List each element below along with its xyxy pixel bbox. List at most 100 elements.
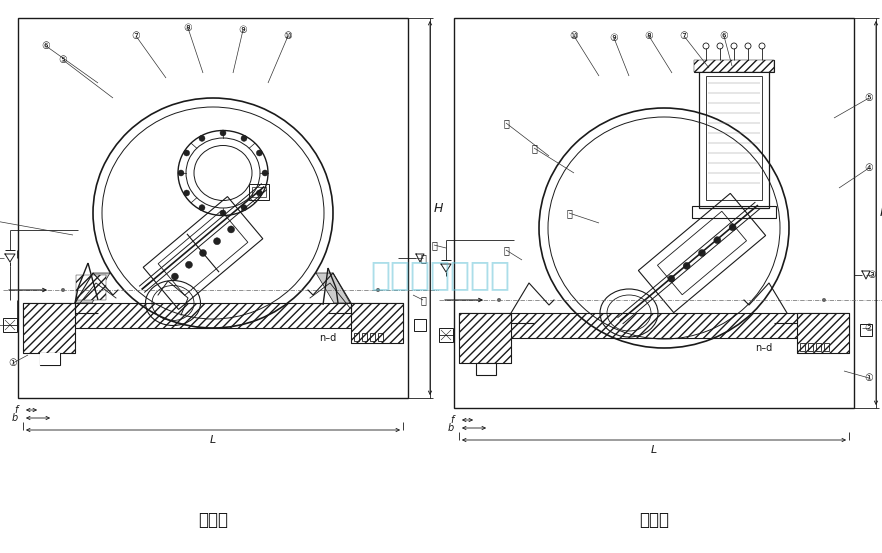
Text: ⑩: ⑩ — [570, 31, 579, 41]
Text: 隔膜型: 隔膜型 — [198, 511, 228, 529]
Bar — [250, 184, 269, 200]
Bar — [459, 313, 511, 363]
Circle shape — [262, 170, 268, 176]
Bar — [454, 18, 854, 408]
Bar — [692, 206, 776, 218]
Circle shape — [220, 210, 226, 216]
Circle shape — [729, 224, 736, 231]
Circle shape — [241, 205, 247, 211]
Text: ⑩: ⑩ — [284, 31, 292, 41]
Text: ⑧: ⑧ — [645, 31, 654, 41]
Text: ⑤: ⑤ — [864, 93, 873, 103]
Circle shape — [228, 226, 235, 233]
Text: ⑮: ⑮ — [503, 245, 509, 255]
Text: ⑥: ⑥ — [720, 31, 729, 41]
Text: b: b — [448, 423, 454, 433]
Bar — [860, 324, 872, 336]
Circle shape — [684, 262, 691, 269]
Bar — [706, 76, 762, 200]
Bar — [459, 313, 849, 338]
Circle shape — [731, 43, 737, 49]
Circle shape — [497, 298, 501, 302]
Bar — [476, 363, 496, 375]
Text: ⑨: ⑨ — [239, 25, 247, 35]
Text: ⑥: ⑥ — [41, 41, 50, 51]
Bar — [23, 303, 403, 328]
Text: f: f — [15, 405, 18, 415]
Circle shape — [185, 261, 192, 268]
Text: ⑭: ⑭ — [566, 208, 572, 218]
Text: ②: ② — [864, 323, 873, 333]
Bar — [252, 186, 266, 196]
Bar — [459, 313, 849, 338]
Circle shape — [714, 237, 721, 244]
Circle shape — [376, 288, 380, 292]
Text: ⑦: ⑦ — [680, 31, 688, 41]
Circle shape — [178, 170, 184, 176]
Text: ⑬: ⑬ — [431, 240, 437, 250]
Text: ③: ③ — [868, 270, 877, 280]
Bar — [76, 275, 106, 300]
Bar — [23, 303, 75, 353]
Text: 活塞型: 活塞型 — [639, 511, 669, 529]
Text: ⑦: ⑦ — [131, 31, 140, 41]
Circle shape — [183, 190, 190, 196]
Bar — [699, 68, 769, 208]
Bar — [351, 303, 403, 343]
Bar — [18, 18, 408, 398]
Circle shape — [745, 43, 751, 49]
Text: H: H — [879, 206, 882, 220]
Circle shape — [199, 205, 205, 211]
Text: 上海沪山阀门厂: 上海沪山阀门厂 — [370, 258, 510, 291]
Text: b: b — [11, 413, 18, 423]
Circle shape — [213, 238, 220, 245]
Text: ⑫: ⑫ — [420, 295, 426, 305]
Polygon shape — [316, 273, 350, 303]
Bar — [414, 319, 426, 331]
Bar — [800, 343, 805, 351]
Text: ④: ④ — [864, 163, 873, 173]
Bar — [797, 313, 849, 353]
Text: ①: ① — [9, 358, 18, 368]
Circle shape — [668, 275, 675, 282]
Circle shape — [61, 288, 65, 292]
Circle shape — [822, 298, 826, 302]
Circle shape — [199, 135, 205, 142]
Polygon shape — [75, 273, 110, 303]
Bar — [23, 303, 75, 353]
Bar — [3, 318, 17, 332]
Text: ⑫: ⑫ — [503, 118, 509, 128]
Bar — [459, 313, 511, 363]
Text: L: L — [210, 435, 216, 445]
Text: ⑪: ⑪ — [420, 253, 426, 263]
Circle shape — [199, 249, 206, 257]
Bar — [354, 333, 359, 341]
Bar — [694, 60, 774, 72]
Bar — [816, 343, 821, 351]
Bar — [797, 313, 849, 353]
Bar — [808, 343, 813, 351]
Text: ⑧: ⑧ — [183, 23, 192, 33]
Text: ⑪: ⑪ — [531, 143, 537, 153]
Text: ⑨: ⑨ — [609, 33, 618, 43]
Bar — [370, 333, 375, 341]
Circle shape — [241, 135, 247, 142]
Bar — [824, 343, 829, 351]
Text: L: L — [651, 445, 657, 455]
Circle shape — [257, 150, 262, 156]
Circle shape — [703, 43, 709, 49]
Bar — [694, 60, 774, 72]
Text: H: H — [433, 201, 443, 215]
Bar — [362, 333, 367, 341]
Circle shape — [220, 130, 226, 136]
Circle shape — [699, 249, 706, 257]
Bar — [378, 333, 383, 341]
Text: ①: ① — [864, 373, 873, 383]
Circle shape — [717, 43, 723, 49]
Circle shape — [759, 43, 765, 49]
Text: n–d: n–d — [755, 343, 773, 353]
Text: ⑤: ⑤ — [58, 55, 67, 65]
Text: n–d: n–d — [319, 333, 337, 343]
Bar — [351, 303, 403, 343]
Bar — [23, 303, 403, 328]
